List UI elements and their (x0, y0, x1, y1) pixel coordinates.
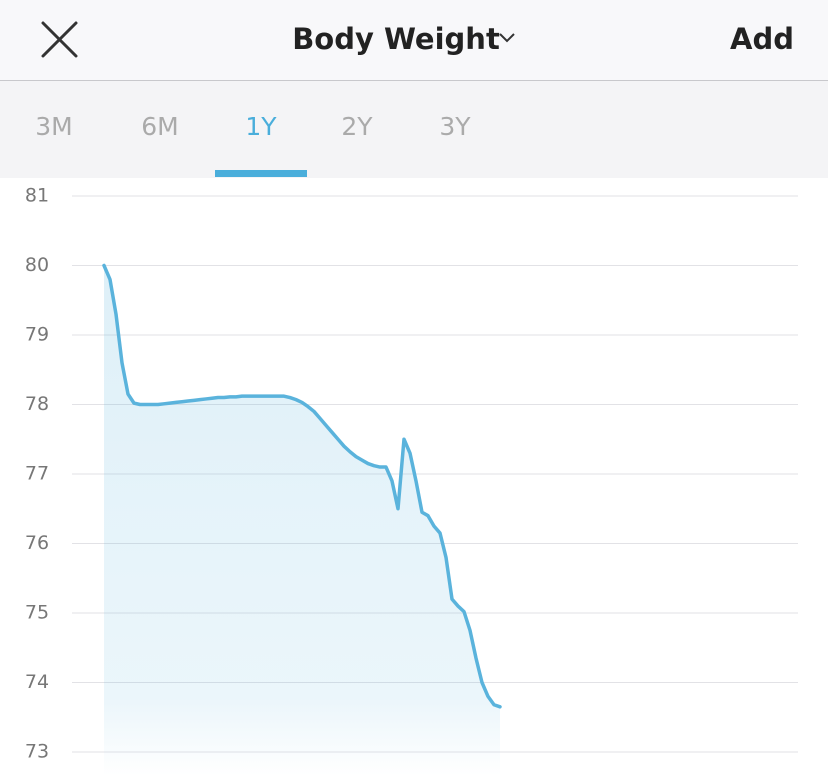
tab-bar (0, 81, 828, 178)
active-tab-indicator (215, 170, 307, 177)
y-tick-label: 80 (25, 254, 49, 276)
close-button[interactable] (41, 21, 78, 58)
y-tick-label: 79 (25, 324, 49, 346)
y-tick-label: 73 (25, 741, 49, 763)
weight-line (102, 263, 502, 709)
area-fill (104, 265, 500, 776)
add-button[interactable]: Add (730, 22, 794, 56)
y-tick-label: 78 (25, 393, 49, 415)
y-tick-label: 75 (25, 602, 49, 624)
y-tick-label: 81 (25, 185, 49, 207)
y-tick-label: 76 (25, 532, 49, 554)
range-tab[interactable]: 1Y (245, 112, 277, 141)
range-tab[interactable]: 6M (141, 112, 178, 141)
dropdown-chevron[interactable] (499, 33, 515, 43)
range-tab[interactable]: 2Y (341, 112, 373, 141)
y-tick-label: 74 (25, 671, 49, 693)
header-bar (0, 0, 828, 80)
range-tab[interactable]: 3M (35, 112, 72, 141)
range-tab[interactable]: 3Y (439, 112, 471, 141)
y-tick-label: 77 (25, 463, 49, 485)
title[interactable]: Body Weight (292, 22, 500, 56)
